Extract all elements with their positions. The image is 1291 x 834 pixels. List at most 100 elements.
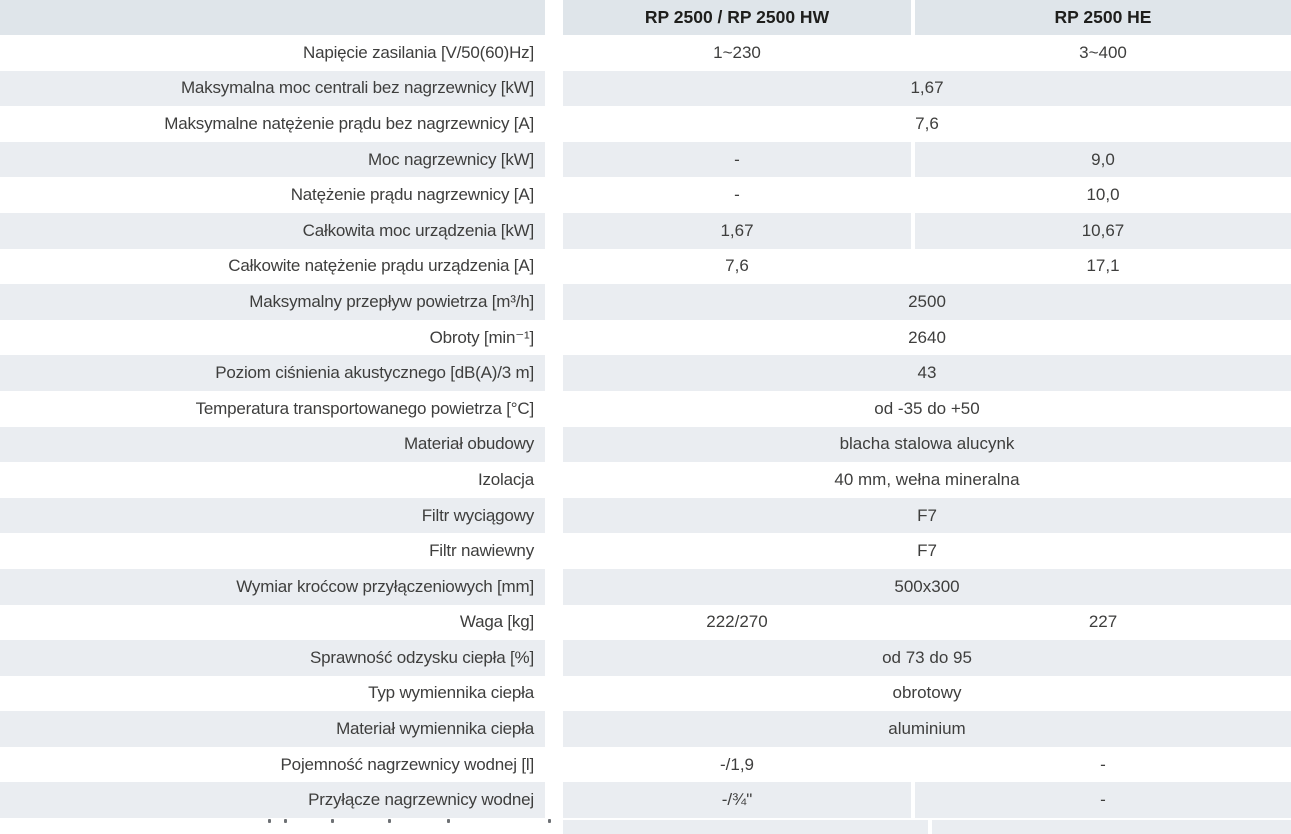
row-value-cells: 43 <box>563 355 1291 391</box>
column-gap <box>545 568 563 605</box>
table-row: Napięcie zasilania [V/50(60)Hz] 1~230 3~40… <box>0 35 1291 71</box>
row-value-cells: 500x300 <box>563 568 1291 605</box>
table-row: Maksymalny przepływ powietrza [m³/h] 2500 <box>0 284 1291 320</box>
row-value-merged: obrotowy <box>892 683 962 703</box>
column-divider <box>911 0 915 35</box>
table-row: Materiał wymiennika ciepła aluminium <box>0 711 1291 747</box>
row-value-cells: 1~230 3~400 <box>563 35 1291 71</box>
row-value-merged: F7 <box>917 541 937 561</box>
column-gap <box>545 497 563 534</box>
row-value-cells: blacha stalowa alucynk <box>563 426 1291 463</box>
row-value-cells: 1,67 10,67 <box>563 212 1291 249</box>
row-label: Materiał obudowy <box>0 426 545 463</box>
column-divider <box>911 141 915 178</box>
row-label: Natężenie prądu nagrzewnicy [A] <box>290 185 534 205</box>
column-divider <box>911 782 915 819</box>
row-value-cells: 2640 <box>563 320 1291 356</box>
row-value-col1: 7,6 <box>725 256 749 276</box>
column-divider <box>911 604 915 641</box>
row-value-merged: 2500 <box>563 284 1291 320</box>
clipped-text-fragment <box>268 819 271 823</box>
column-gap <box>545 35 563 71</box>
row-value-cells: 7,6 <box>563 106 1291 142</box>
row-label: Maksymalny przepływ powietrza [m³/h] <box>0 284 545 320</box>
row-value-cells: -/¾" - <box>563 782 1291 819</box>
row-value-merged: od 73 do 95 <box>563 640 1291 676</box>
column-gap <box>545 782 563 819</box>
clipped-text-fragment <box>548 819 551 823</box>
row-label: Filtr nawiewny <box>429 541 534 561</box>
column-gap <box>545 106 563 142</box>
row-value-merged: od -35 do +50 <box>874 398 980 418</box>
table-row: Materiał obudowy blacha stalowa alucynk <box>0 426 1291 463</box>
column-divider <box>911 212 915 249</box>
row-value-cells: F7 <box>563 497 1291 534</box>
row-label: Typ wymiennika ciepła <box>368 683 534 703</box>
row-label: Izolacja <box>477 469 534 489</box>
table-row: Pojemność nagrzewnicy wodnej [l] -/1,9 - <box>0 746 1291 783</box>
row-value-cells: 2500 <box>563 284 1291 320</box>
column-gap <box>545 640 563 676</box>
row-value-col1: 1,67 <box>563 212 911 249</box>
header-col-rp2500-hw: RP 2500 / RP 2500 HW <box>563 0 911 35</box>
row-label: Moc nagrzewnicy [kW] <box>0 141 545 178</box>
column-gap <box>545 426 563 463</box>
row-value-col1: -/¾" <box>563 782 911 819</box>
table-row: Maksymalne natężenie prądu bez nagrzewni… <box>0 106 1291 142</box>
row-label: Całkowita moc urządzenia [kW] <box>0 212 545 249</box>
clipped-text-fragment <box>388 819 391 823</box>
row-value-merged: 40 mm, wełna mineralna <box>834 469 1020 489</box>
row-value-cells: obrotowy <box>563 676 1291 712</box>
row-label: Maksymalna moc centrali bez nagrzewnicy … <box>0 70 545 107</box>
row-value-cells: od -35 do +50 <box>563 391 1291 427</box>
table-row: Typ wymiennika ciepła obrotowy <box>0 675 1291 712</box>
row-value-cells: 7,6 17,1 <box>563 248 1291 285</box>
row-label: Przyłącze nagrzewnicy wodnej <box>0 782 545 819</box>
table-row: Filtr wyciągowy F7 <box>0 497 1291 534</box>
table-body: Napięcie zasilania [V/50(60)Hz] 1~230 3~40… <box>0 35 1291 819</box>
table-row: Filtr nawiewny F7 <box>0 533 1291 569</box>
clipped-text-fragment <box>447 819 450 823</box>
column-gap <box>545 0 563 35</box>
table-row: Całkowita moc urządzenia [kW] 1,67 10,67 <box>0 212 1291 249</box>
row-value-col2: - <box>915 782 1291 819</box>
row-value-cells: 1,67 <box>563 70 1291 107</box>
row-value-col2: 10,67 <box>915 212 1291 249</box>
clipped-row-value-col2 <box>932 820 1291 834</box>
row-value-col2: 17,1 <box>1086 256 1120 276</box>
row-value-col2: 9,0 <box>915 141 1291 178</box>
row-value-col2: 227 <box>1088 612 1118 632</box>
table-row: Moc nagrzewnicy [kW] -9,0 <box>0 141 1291 178</box>
column-divider <box>911 746 915 783</box>
row-value-cells: 40 mm, wełna mineralna <box>563 462 1291 498</box>
column-gap <box>545 462 563 498</box>
row-value-col1: -/1,9 <box>719 754 755 774</box>
table-row: Sprawność odzysku ciepła [%] od 73 do 95 <box>0 640 1291 676</box>
row-label: Wymiar kroćcow przyłączeniowych [mm] <box>0 568 545 605</box>
row-value-merged: aluminium <box>563 711 1291 747</box>
column-gap <box>545 746 563 783</box>
column-divider <box>911 35 915 71</box>
column-divider <box>911 177 915 213</box>
row-value-merged: 500x300 <box>563 568 1291 605</box>
table-row: Wymiar kroćcow przyłączeniowych [mm] 500x… <box>0 568 1291 605</box>
column-gap <box>545 284 563 320</box>
clipped-next-row <box>0 820 1291 834</box>
table-row: Przyłącze nagrzewnicy wodnej -/¾" - <box>0 782 1291 819</box>
column-gap <box>545 711 563 747</box>
column-divider <box>911 248 915 285</box>
column-gap <box>545 177 563 213</box>
row-label: Obroty [min⁻¹] <box>429 327 535 347</box>
table-row: Waga [kg] 222/270 227 <box>0 604 1291 641</box>
row-label: Sprawność odzysku ciepła [%] <box>0 640 545 676</box>
header-empty-cell <box>0 0 545 35</box>
row-value-col1: - <box>734 185 740 205</box>
table-row: Całkowite natężenie prądu urządzenia [A]… <box>0 248 1291 285</box>
column-gap <box>545 319 563 356</box>
row-label: Temperatura transportowanego powietrza [… <box>195 398 535 418</box>
column-gap <box>545 141 563 178</box>
table-row: Natężenie prądu nagrzewnicy [A] - 10,0 <box>0 177 1291 213</box>
row-label: Napięcie zasilania [V/50(60)Hz] <box>303 42 534 62</box>
clipped-row-value-col1 <box>563 820 928 834</box>
